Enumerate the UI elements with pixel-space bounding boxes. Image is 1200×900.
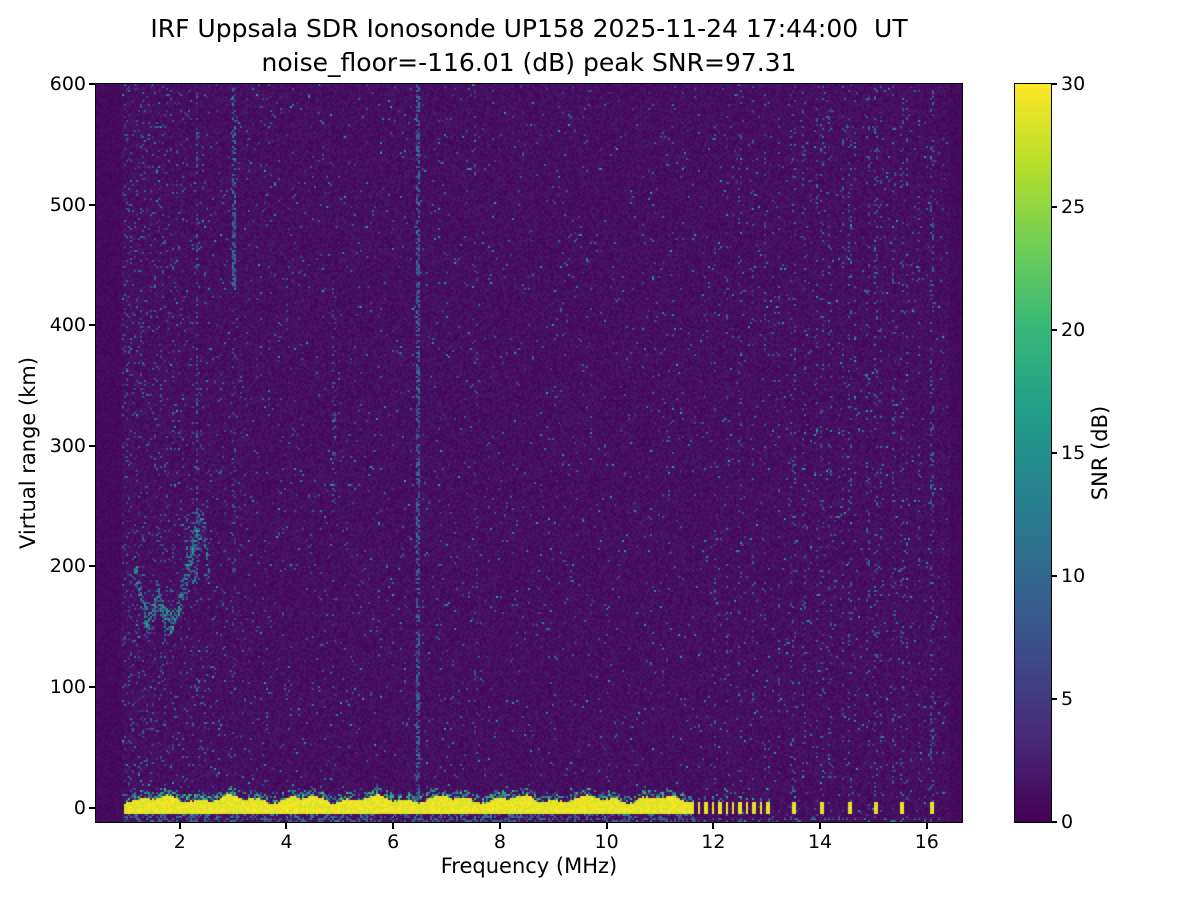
y-tick-label: 500 xyxy=(49,193,86,216)
colorbar-tick-label: 20 xyxy=(1061,319,1086,341)
x-tick-label: 16 xyxy=(914,831,939,853)
y-tick-label: 400 xyxy=(49,314,86,337)
colorbar-tick-mark xyxy=(1051,821,1057,823)
y-tick-label: 600 xyxy=(49,73,86,95)
y-tick-mark xyxy=(89,806,95,809)
colorbar-tick-mark xyxy=(1051,83,1057,85)
colorbar-label: SNR (dB) xyxy=(1088,405,1112,501)
colorbar-tick-mark xyxy=(1051,698,1057,700)
colorbar-tick-label: 5 xyxy=(1061,688,1074,710)
y-tick-label: 200 xyxy=(49,555,86,578)
colorbar-tick-label: 0 xyxy=(1061,811,1074,833)
colorbar-canvas xyxy=(1015,84,1051,822)
chart-title: IRF Uppsala SDR Ionosonde UP158 2025-11-… xyxy=(150,14,908,43)
x-tick-mark xyxy=(392,823,395,829)
x-tick-mark xyxy=(925,823,928,829)
y-tick-label: 0 xyxy=(73,796,86,819)
x-tick-mark xyxy=(178,823,181,829)
y-tick-mark xyxy=(89,324,95,327)
x-tick-label: 8 xyxy=(493,831,506,853)
y-tick-label: 100 xyxy=(49,675,86,698)
colorbar-tick-mark xyxy=(1051,206,1057,208)
x-tick-label: 14 xyxy=(807,831,833,853)
y-tick-label: 300 xyxy=(49,434,86,457)
x-tick-mark xyxy=(819,823,822,829)
x-axis-label: Frequency (MHz) xyxy=(440,854,618,878)
x-tick-label: 6 xyxy=(387,831,400,853)
x-tick-label: 2 xyxy=(173,831,186,853)
y-tick-mark xyxy=(89,565,95,568)
x-tick-label: 10 xyxy=(594,831,619,853)
heatmap-canvas xyxy=(96,84,962,822)
y-tick-mark xyxy=(89,685,95,688)
colorbar-tick-label: 10 xyxy=(1061,565,1086,587)
colorbar xyxy=(1014,83,1052,823)
x-tick-label: 4 xyxy=(280,831,293,853)
x-tick-mark xyxy=(285,823,288,829)
colorbar-tick-mark xyxy=(1051,575,1057,577)
x-tick-label: 12 xyxy=(701,831,726,853)
x-tick-mark xyxy=(605,823,608,829)
x-tick-mark xyxy=(712,823,715,829)
y-axis-label: Virtual range (km) xyxy=(16,356,40,550)
colorbar-tick-mark xyxy=(1051,452,1057,454)
y-tick-mark xyxy=(89,203,95,206)
colorbar-tick-label: 15 xyxy=(1061,442,1086,464)
colorbar-tick-mark xyxy=(1051,329,1057,331)
colorbar-tick-label: 30 xyxy=(1061,73,1086,95)
x-tick-mark xyxy=(498,823,501,829)
colorbar-tick-label: 25 xyxy=(1061,196,1086,218)
y-tick-mark xyxy=(89,444,95,447)
chart-subtitle: noise_floor=-116.01 (dB) peak SNR=97.31 xyxy=(261,48,797,77)
y-tick-mark xyxy=(89,83,95,85)
heatmap-plot-area xyxy=(95,83,963,823)
